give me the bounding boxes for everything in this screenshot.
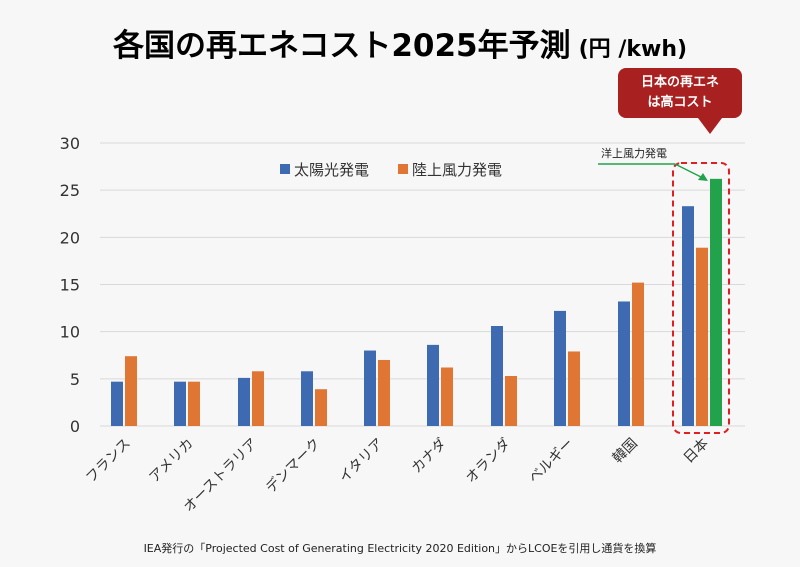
- arrowhead-icon: [698, 173, 708, 181]
- legend-swatch: [398, 164, 408, 174]
- x-tick-label: フランス: [83, 436, 134, 487]
- callout-line-1: 日本の再エネ: [640, 75, 719, 90]
- y-tick-label: 0: [70, 417, 80, 436]
- offshore-pointer-arrow: [674, 163, 704, 179]
- callout-japan-high-cost: 日本の再エネ は高コスト: [618, 68, 742, 134]
- title-text: 各国の再エネコスト2025年予測: [112, 28, 571, 64]
- y-tick-label: 15: [60, 276, 80, 295]
- y-tick-label: 30: [60, 134, 80, 153]
- japan-highlight-box: [672, 162, 730, 434]
- bar-solar: [682, 206, 694, 426]
- bar-solar: [554, 310, 566, 426]
- y-tick-label: 10: [60, 323, 80, 342]
- legend-label: 陸上風力発電: [412, 161, 502, 179]
- bar-solar: [301, 371, 313, 426]
- x-tick-label: デンマーク: [262, 435, 324, 497]
- bar-onshore-wind: [505, 376, 517, 426]
- bar-solar: [111, 381, 123, 426]
- bar-solar: [238, 377, 250, 426]
- bar-onshore-wind: [696, 247, 708, 426]
- bar-solar: [618, 301, 630, 426]
- source-footnote: IEA発行の「Projected Cost of Generating Elec…: [143, 542, 657, 555]
- y-tick-label: 20: [60, 228, 80, 247]
- callout-line-2: は高コスト: [647, 95, 713, 110]
- bar-onshore-wind: [632, 282, 644, 426]
- y-tick-label: 25: [60, 181, 80, 200]
- bar-solar: [427, 344, 439, 426]
- bar-onshore-wind: [125, 356, 137, 426]
- x-tick-label: 韓国: [610, 436, 641, 467]
- bar-solar: [491, 326, 503, 426]
- x-tick-label: アメリカ: [146, 436, 196, 486]
- legend-swatch: [280, 164, 290, 174]
- bar-onshore-wind: [441, 367, 453, 426]
- offshore-wind-label: 洋上風力発電: [601, 146, 667, 160]
- bar-offshore-wind: [710, 178, 722, 426]
- title-unit: (円 /kwh): [578, 37, 688, 62]
- bar-onshore-wind: [315, 389, 327, 426]
- bar-onshore-wind: [188, 381, 200, 426]
- x-tick-label: 日本: [681, 436, 712, 467]
- y-tick-label: 5: [70, 370, 80, 389]
- chart-title: 各国の再エネコスト2025年予測 (円 /kwh): [0, 20, 800, 65]
- legend-label: 太陽光発電: [294, 161, 369, 179]
- bar-onshore-wind: [252, 371, 264, 426]
- bar-onshore-wind: [378, 359, 390, 426]
- bar-onshore-wind: [568, 351, 580, 426]
- x-tick-label: カナダ: [409, 436, 450, 477]
- bar-solar: [174, 381, 186, 426]
- x-tick-label: オランダ: [463, 436, 514, 487]
- bar-solar: [364, 350, 376, 426]
- x-tick-label: ベルギー: [526, 436, 577, 487]
- x-tick-label: イタリア: [336, 436, 387, 487]
